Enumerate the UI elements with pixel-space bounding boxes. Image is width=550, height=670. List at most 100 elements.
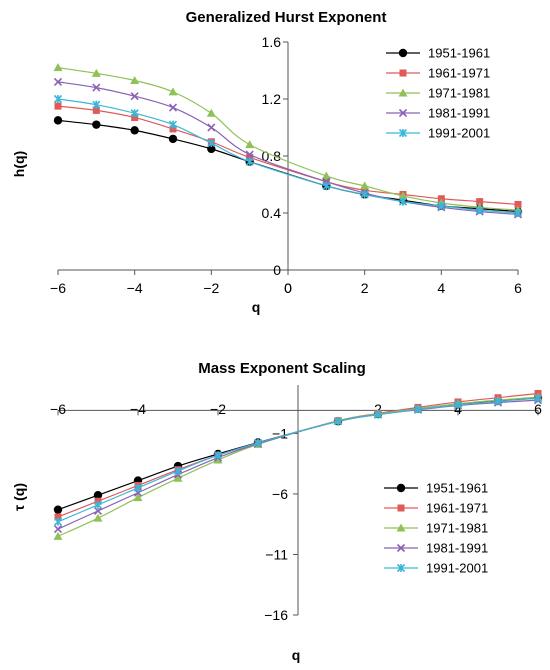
y-tick-label: 0 <box>273 262 281 278</box>
legend-label: 1981-1991 <box>426 541 488 556</box>
legend-item: 1971-1981 <box>384 521 488 536</box>
data-point <box>168 87 178 96</box>
data-point <box>92 106 100 114</box>
x-axis-label: q <box>292 647 301 663</box>
data-point <box>373 410 383 419</box>
data-point <box>245 140 255 149</box>
data-point <box>54 102 62 110</box>
data-point <box>437 201 446 210</box>
data-point <box>322 181 331 190</box>
y-tick-label: 1.2 <box>262 91 282 107</box>
data-point <box>93 513 103 522</box>
data-point <box>92 83 101 92</box>
x-tick-label: 2 <box>361 280 369 296</box>
legend-marker <box>399 69 407 77</box>
data-point <box>92 120 101 129</box>
data-point <box>206 108 216 117</box>
data-point <box>333 417 343 426</box>
x-tick-label: −6 <box>50 401 66 417</box>
legend: 1951-1961 1961-1971 1971-1981 1981-1991 1991… <box>386 46 490 141</box>
data-point <box>130 92 139 101</box>
x-tick-label: 2 <box>374 401 382 417</box>
data-point <box>207 144 216 154</box>
legend-label: 1961-1971 <box>428 66 490 81</box>
data-point <box>93 506 103 515</box>
data-point <box>130 75 140 84</box>
legend-item: 1981-1991 <box>384 541 488 556</box>
legend-item: 1991-2001 <box>386 126 490 141</box>
data-point <box>168 120 178 129</box>
legend-label: 1971-1981 <box>426 521 488 536</box>
x-axis-label: q <box>252 299 261 315</box>
series-line <box>57 98 519 214</box>
x-tick-label: 0 <box>284 280 292 296</box>
data-point <box>213 451 223 460</box>
data-point <box>207 139 216 148</box>
data-point <box>453 400 463 410</box>
data-point <box>53 505 63 514</box>
legend-item: 1981-1991 <box>386 106 490 121</box>
data-point <box>53 531 63 540</box>
x-tick-label: −2 <box>210 401 226 417</box>
series-1991-2001 <box>53 394 543 526</box>
data-point <box>245 157 254 166</box>
legend-marker <box>396 483 406 493</box>
data-point <box>514 200 522 208</box>
legend-marker <box>396 543 406 553</box>
mass-exponent-chart: Mass Exponent Scaling τ (q) q −6 −4 −2 2 4 6 −… <box>11 360 543 663</box>
legend: 1951-1961 1961-1971 1971-1981 1981-1991 1991… <box>384 481 488 576</box>
y-tick-label: 0.4 <box>262 205 282 221</box>
data-point <box>168 103 178 112</box>
data-point <box>533 394 543 403</box>
data-point <box>93 490 103 500</box>
legend-marker <box>396 563 406 573</box>
data-point <box>398 191 408 200</box>
data-point <box>53 116 63 125</box>
y-tick-label: 1.6 <box>262 34 282 50</box>
data-point <box>213 455 223 464</box>
data-point <box>130 109 139 118</box>
x-tick-label: 4 <box>454 401 462 417</box>
legend-label: 1951-1961 <box>428 46 490 61</box>
data-point <box>253 438 263 447</box>
data-point <box>413 405 423 414</box>
x-tick-label: 6 <box>534 401 542 417</box>
hurst-exponent-chart: Generalized Hurst Exponent h(q) q −6 −4 −2… <box>11 9 523 315</box>
legend-marker <box>397 504 405 512</box>
data-point <box>173 466 183 476</box>
data-point <box>53 63 63 72</box>
legend-label: 1961-1971 <box>426 501 488 516</box>
legend-marker <box>398 128 408 138</box>
data-point <box>168 134 178 144</box>
data-point <box>493 397 503 406</box>
data-point <box>476 198 484 206</box>
x-tick-label: −4 <box>130 401 146 417</box>
chart-title: Generalized Hurst Exponent <box>186 9 387 26</box>
chart-title: Mass Exponent Scaling <box>198 360 366 377</box>
data-point <box>513 208 523 218</box>
series-1991-2001 <box>53 94 523 218</box>
legend-item: 1951-1961 <box>386 46 490 61</box>
data-point <box>321 171 331 180</box>
data-point <box>53 77 63 86</box>
data-point <box>246 153 254 161</box>
data-point <box>130 126 139 135</box>
legend-item: 1991-2001 <box>384 561 488 576</box>
x-tick-label: 6 <box>514 280 522 296</box>
data-point <box>361 186 369 194</box>
y-axis-label: h(q) <box>11 151 27 177</box>
data-point <box>398 197 408 206</box>
data-point <box>92 100 101 109</box>
data-point <box>53 517 63 526</box>
data-point <box>207 123 216 132</box>
data-point <box>91 68 101 77</box>
x-tick-label: 0 <box>284 280 292 296</box>
legend-label: 1991-2001 <box>428 126 490 141</box>
x-tick-label: −6 <box>50 280 66 296</box>
x-tick-label: 4 <box>437 280 445 296</box>
y-tick-label: −6 <box>272 486 288 502</box>
legend-label: 1971-1981 <box>428 86 490 101</box>
data-point <box>360 190 369 199</box>
data-point <box>133 493 143 502</box>
